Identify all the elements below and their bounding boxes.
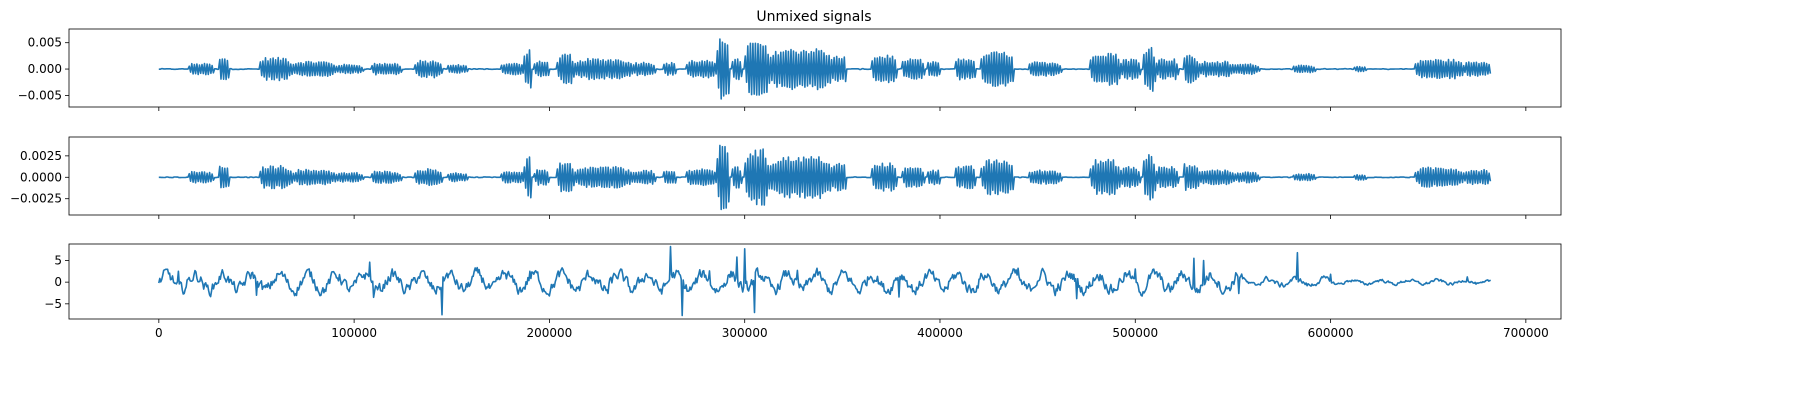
axes-frame-3 (68, 243, 1562, 320)
x-tick-label: 500000 (1112, 326, 1158, 340)
y-tick-label: 0.0025 (20, 149, 62, 163)
y-tick-label: −0.005 (18, 88, 62, 102)
x-tick-label: 200000 (527, 326, 573, 340)
y-tick-label: −5 (44, 297, 62, 311)
x-tick-label: 100000 (331, 326, 377, 340)
chart-title: Unmixed signals (756, 9, 871, 25)
x-tick-label: 0 (155, 326, 163, 340)
y-tick-label: −0.0025 (10, 192, 62, 206)
subplot-1: −0.005 0.000 0.005 (18, 28, 1562, 111)
subplot-2: −0.0025 0.0000 0.0025 (10, 136, 1562, 219)
y-tick-label: 5 (54, 253, 62, 267)
y-tick-label: 0.000 (28, 62, 62, 76)
x-tick-label: 700000 (1503, 326, 1549, 340)
signal-line-3 (158, 245, 1491, 317)
axes-frame-1 (68, 28, 1562, 108)
x-tick-label: 600000 (1308, 326, 1354, 340)
y-tick-label: 0 (54, 275, 62, 289)
subplot-panels: −0.0050.0000.005−0.00250.00000.0025−5050… (10, 28, 1562, 340)
x-tick-label: 400000 (917, 326, 963, 340)
y-tick-label: 0.0000 (20, 170, 62, 184)
subplot-3: −5 0 5 0 100000 200000 300000 400000 500000 60000… (44, 243, 1562, 340)
y-tick-label: 0.005 (28, 36, 62, 50)
signal-line-2 (158, 144, 1492, 211)
axes-frame-2 (68, 136, 1562, 216)
x-tick-label: 300000 (722, 326, 768, 340)
signal-line-1 (158, 38, 1492, 100)
